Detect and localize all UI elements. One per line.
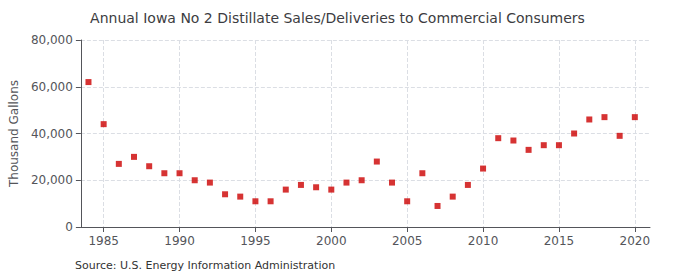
svg-text:2015: 2015 (544, 234, 575, 248)
svg-text:0: 0 (65, 220, 73, 234)
svg-text:2020: 2020 (620, 234, 651, 248)
svg-text:Annual Iowa No 2 Distillate Sa: Annual Iowa No 2 Distillate Sales/Delive… (90, 10, 585, 26)
svg-text:Thousand Gallons: Thousand Gallons (7, 80, 21, 188)
svg-text:60,000: 60,000 (31, 80, 73, 94)
svg-text:80,000: 80,000 (31, 33, 73, 47)
svg-text:2010: 2010 (468, 234, 499, 248)
svg-text:20,000: 20,000 (31, 173, 73, 187)
svg-text:2000: 2000 (316, 234, 347, 248)
svg-text:40,000: 40,000 (31, 127, 73, 141)
svg-text:2005: 2005 (392, 234, 423, 248)
svg-text:Source: U.S. Energy Informatio: Source: U.S. Energy Information Administ… (75, 259, 335, 272)
svg-text:1990: 1990 (164, 234, 195, 248)
svg-text:1995: 1995 (240, 234, 271, 248)
svg-text:1985: 1985 (88, 234, 119, 248)
